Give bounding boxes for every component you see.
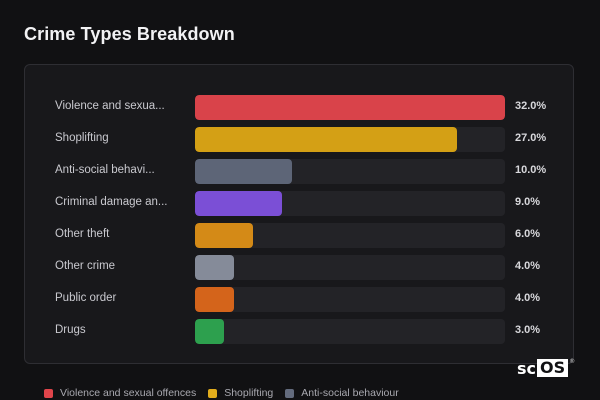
legend-label: Anti-social behaviour: [301, 387, 399, 399]
legend-item: Anti-social behaviour: [285, 387, 399, 399]
category-label: Criminal damage an...: [55, 196, 168, 208]
chart-legend: Violence and sexual offences Shoplifting A…: [44, 386, 411, 400]
value-label: 27.0%: [515, 132, 547, 144]
category-label: Drugs: [55, 324, 86, 336]
legend-label: Violence and sexual offences: [60, 387, 197, 399]
bar: [195, 191, 282, 216]
bar-track: [195, 319, 505, 344]
category-label: Other theft: [55, 228, 110, 240]
bar: [195, 95, 505, 120]
registered-mark: ®: [569, 358, 576, 365]
chart-card: Violence and sexua... 32.0% Shoplifting 27.…: [24, 64, 574, 364]
value-label: 6.0%: [515, 228, 541, 240]
value-label: 4.0%: [515, 292, 541, 304]
bar-track: [195, 159, 505, 184]
category-label: Other crime: [55, 260, 116, 272]
scos-logo: sc OS ®: [517, 358, 575, 378]
legend-swatch: [44, 388, 53, 398]
bar: [195, 159, 292, 184]
bar: [195, 127, 457, 152]
bar-row: Public order 4.0%: [25, 287, 575, 313]
bar-track: [195, 223, 505, 248]
category-label: Shoplifting: [55, 132, 109, 144]
bar-row: Other theft 6.0%: [25, 223, 575, 249]
legend-item: Shoplifting: [208, 387, 273, 399]
bar-row: Violence and sexua... 32.0%: [25, 95, 575, 121]
bar-row: Other crime 4.0%: [25, 255, 575, 281]
bar-row: Shoplifting 27.0%: [25, 127, 575, 153]
bar-row: Criminal damage an... 9.0%: [25, 191, 575, 217]
bar-track: [195, 287, 505, 312]
bar-track: [195, 255, 505, 280]
legend-label: Shoplifting: [224, 387, 274, 399]
value-label: 9.0%: [515, 196, 541, 208]
logo-text-prefix: sc: [517, 358, 537, 378]
bar-track: [195, 127, 505, 152]
value-label: 10.0%: [515, 164, 547, 176]
bar-row: Drugs 3.0%: [25, 319, 575, 345]
value-label: 32.0%: [515, 100, 547, 112]
bar: [195, 223, 253, 248]
legend-item: Violence and sexual offences: [44, 387, 196, 399]
bar: [195, 319, 224, 344]
legend-swatch: [208, 388, 218, 398]
bar-row: Anti-social behavi... 10.0%: [25, 159, 575, 185]
bar: [195, 255, 234, 280]
page-title: Crime Types Breakdown: [24, 24, 235, 44]
category-label: Public order: [55, 292, 117, 304]
category-label: Anti-social behavi...: [55, 164, 155, 176]
bar: [195, 287, 234, 312]
category-label: Violence and sexua...: [55, 100, 165, 112]
logo-text-boxed: OS: [537, 359, 569, 377]
bar-track: [195, 95, 505, 120]
legend-swatch: [285, 388, 295, 398]
value-label: 4.0%: [515, 260, 541, 272]
value-label: 3.0%: [515, 324, 541, 336]
bar-track: [195, 191, 505, 216]
